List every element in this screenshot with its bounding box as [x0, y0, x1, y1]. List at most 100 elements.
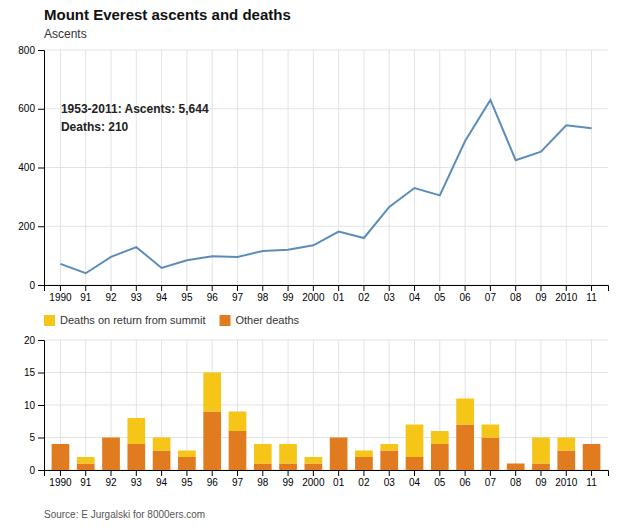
tick-label: 11: [586, 477, 597, 488]
bar: [355, 451, 373, 458]
tick-mark: [136, 285, 137, 291]
annotation: 1953-2011: Ascents: 5,644: [61, 102, 209, 116]
tick-label: 400: [18, 162, 35, 173]
legend-item: Other deaths: [220, 314, 300, 326]
bar: [229, 412, 247, 432]
bar: [102, 437, 120, 438]
tick: 01: [333, 285, 345, 303]
grid-line: [111, 50, 112, 285]
grid-line: [44, 50, 608, 51]
tick-mark: [38, 285, 44, 286]
tick-mark: [85, 285, 86, 291]
bar: [330, 438, 348, 471]
tick-mark: [591, 285, 592, 291]
tick: 11: [586, 285, 597, 303]
tick: 400: [18, 162, 44, 173]
tick-mark: [111, 470, 112, 476]
tick-mark: [212, 285, 213, 291]
grid-line: [566, 50, 567, 285]
tick-label: 0: [29, 465, 35, 476]
tick: 04: [409, 470, 421, 488]
tick-mark: [439, 285, 440, 291]
tick: 01: [333, 470, 345, 488]
tick-mark: [60, 285, 61, 291]
tick-label: 200: [18, 221, 35, 232]
tick-label: 06: [460, 477, 472, 488]
tick-label: 08: [510, 477, 522, 488]
grid-line: [44, 167, 608, 168]
tick: 95: [181, 470, 193, 488]
tick-label: 97: [232, 292, 244, 303]
tick-mark: [38, 340, 44, 341]
tick-mark: [566, 285, 567, 291]
tick: 200: [18, 221, 44, 232]
bar: [583, 444, 601, 470]
y-axis: 05101520: [24, 335, 45, 476]
tick-label: 10: [24, 400, 36, 411]
tick: 94: [156, 470, 168, 488]
tick-mark: [38, 405, 44, 406]
tick-label: 94: [156, 477, 168, 488]
tick-label: 95: [181, 477, 193, 488]
tick-label: 600: [18, 103, 35, 114]
grid-line: [161, 50, 162, 285]
tick-label: 07: [485, 477, 497, 488]
tick-mark: [515, 285, 516, 291]
grid-line: [44, 372, 608, 373]
tick-label: 1990: [49, 292, 72, 303]
grid-line: [439, 50, 440, 285]
line: [60, 100, 591, 273]
bar: [380, 451, 398, 471]
tick-label: 93: [131, 477, 143, 488]
x-axis: 1990919293949596979899200001020304050607…: [45, 470, 609, 488]
grid-line: [60, 50, 61, 285]
grid-line: [186, 50, 187, 285]
tick: 07: [485, 470, 497, 488]
bar: [102, 438, 120, 471]
tick-mark: [389, 470, 390, 476]
grid-line: [44, 405, 608, 406]
tick-label: 98: [257, 477, 269, 488]
tick-label: 1990: [49, 477, 72, 488]
tick-mark: [338, 470, 339, 476]
annotation: Deaths: 210: [61, 120, 129, 134]
tick: 0: [29, 280, 44, 291]
bar: [203, 412, 221, 471]
tick: 1990: [49, 285, 72, 303]
tick-label: 06: [460, 292, 472, 303]
tick: 08: [510, 285, 522, 303]
tick: 600: [18, 103, 44, 114]
tick-label: 96: [207, 477, 219, 488]
grid-line: [338, 50, 339, 285]
tick: 97: [232, 470, 244, 488]
tick-mark: [363, 285, 364, 291]
tick-mark: [288, 470, 289, 476]
tick-mark: [313, 285, 314, 291]
tick: 92: [105, 470, 117, 488]
tick: 09: [535, 285, 547, 303]
bar: [406, 457, 424, 470]
tick-mark: [414, 470, 415, 476]
grid-line: [363, 50, 364, 285]
tick-label: 2000: [302, 292, 325, 303]
tick-label: 01: [333, 292, 345, 303]
bar: [305, 464, 323, 471]
tick: 2000: [302, 285, 325, 303]
bar: [482, 425, 500, 438]
tick-mark: [465, 470, 466, 476]
tick-label: 91: [80, 292, 92, 303]
tick: 94: [156, 285, 168, 303]
grid-line: [85, 340, 86, 470]
tick-label: 15: [24, 367, 36, 378]
bar: [305, 457, 323, 464]
bar: [153, 438, 171, 451]
grid-line: [136, 50, 137, 285]
tick: 91: [80, 470, 92, 488]
tick-mark: [60, 470, 61, 476]
bar: [431, 444, 449, 470]
tick-label: 93: [131, 292, 143, 303]
tick-label: 09: [535, 477, 547, 488]
tick-label: 800: [18, 45, 35, 56]
legend: Deaths on return from summitOther deaths: [44, 314, 300, 326]
tick: 09: [535, 470, 547, 488]
